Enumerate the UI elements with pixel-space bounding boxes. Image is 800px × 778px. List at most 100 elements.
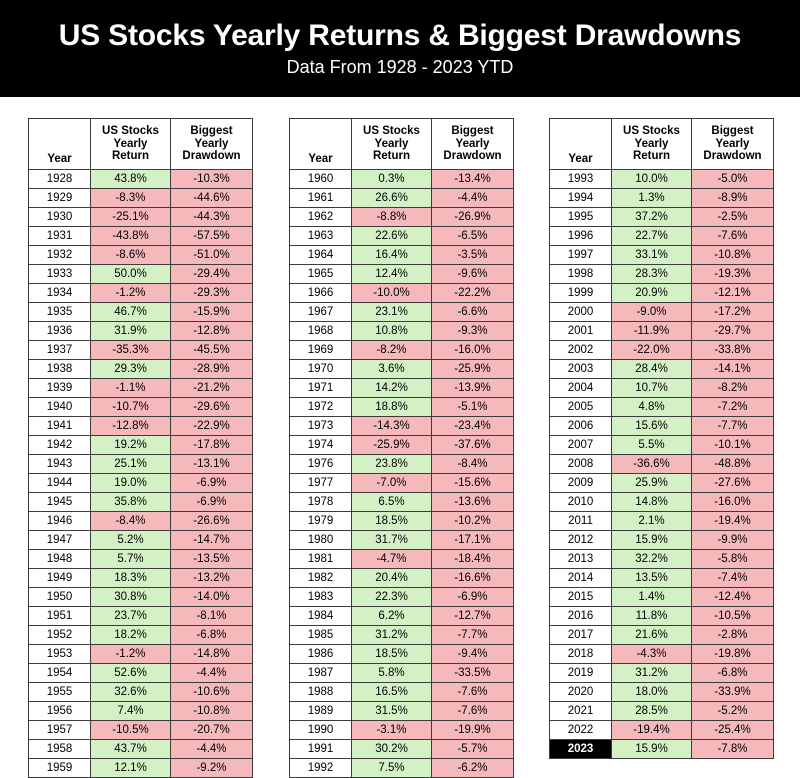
column-header-biggest-drawdown: Biggest Yearly Drawdown: [431, 118, 514, 170]
cell-year: 2004: [549, 378, 612, 398]
cell-biggest-drawdown: -29.3%: [170, 283, 253, 303]
cell-year: 1948: [28, 549, 91, 569]
cell-year: 2013: [549, 549, 612, 569]
cell-biggest-drawdown: -29.6%: [170, 397, 253, 417]
cell-biggest-drawdown: -19.8%: [691, 644, 774, 664]
table-header-row: Year US Stocks Yearly Return Biggest Yearly Dr…: [549, 118, 774, 170]
cell-biggest-drawdown: -13.5%: [170, 549, 253, 569]
cell-yearly-return: 13.5%: [611, 568, 692, 588]
cell-biggest-drawdown: -9.2%: [170, 758, 253, 778]
cell-biggest-drawdown: -5.0%: [691, 169, 774, 189]
cell-biggest-drawdown: -22.9%: [170, 416, 253, 436]
table-row: 1989 31.5% -7.6%: [289, 701, 514, 721]
cell-yearly-return: 22.6%: [351, 226, 432, 246]
cell-biggest-drawdown: -48.8%: [691, 454, 774, 474]
cell-biggest-drawdown: -7.6%: [691, 226, 774, 246]
table-row: 1958 43.7% -4.4%: [28, 739, 253, 759]
cell-year: 1990: [289, 720, 352, 740]
cell-biggest-drawdown: -6.6%: [431, 302, 514, 322]
cell-yearly-return: 31.5%: [351, 701, 432, 721]
cell-year: 1942: [28, 435, 91, 455]
column-header-biggest-drawdown: Biggest Yearly Drawdown: [170, 118, 253, 170]
cell-year: 1962: [289, 207, 352, 227]
cell-biggest-drawdown: -8.9%: [691, 188, 774, 208]
cell-yearly-return: 5.7%: [90, 549, 171, 569]
table-row: 1939 -1.1% -21.2%: [28, 378, 253, 398]
column-header-biggest-drawdown: Biggest Yearly Drawdown: [691, 118, 774, 170]
table-row: 1946 -8.4% -26.6%: [28, 511, 253, 531]
cell-yearly-return: 28.4%: [611, 359, 692, 379]
table-row: 1973 -14.3% -23.4%: [289, 416, 514, 436]
table-row: 2017 21.6% -2.8%: [549, 625, 774, 645]
column-header-year: Year: [28, 118, 91, 170]
table-row: 1976 23.8% -8.4%: [289, 454, 514, 474]
table-row: 1971 14.2% -13.9%: [289, 378, 514, 398]
cell-biggest-drawdown: -6.5%: [431, 226, 514, 246]
table-row: 1998 28.3% -19.3%: [549, 264, 774, 284]
cell-yearly-return: 28.3%: [611, 264, 692, 284]
cell-yearly-return: -25.9%: [351, 435, 432, 455]
cell-year: 1936: [28, 321, 91, 341]
table-row: 1990 -3.1% -19.9%: [289, 720, 514, 740]
cell-year: 1954: [28, 663, 91, 683]
cell-biggest-drawdown: -29.4%: [170, 264, 253, 284]
cell-biggest-drawdown: -19.3%: [691, 264, 774, 284]
table-row: 1993 10.0% -5.0%: [549, 169, 774, 189]
cell-biggest-drawdown: -12.7%: [431, 606, 514, 626]
cell-biggest-drawdown: -13.2%: [170, 568, 253, 588]
cell-biggest-drawdown: -8.2%: [691, 378, 774, 398]
column-header-yearly-return: US Stocks Yearly Return: [611, 118, 692, 170]
cell-biggest-drawdown: -6.8%: [691, 663, 774, 683]
cell-year: 1952: [28, 625, 91, 645]
cell-biggest-drawdown: -6.9%: [431, 587, 514, 607]
cell-yearly-return: 1.4%: [611, 587, 692, 607]
table-row: 1956 7.4% -10.8%: [28, 701, 253, 721]
cell-year: 2009: [549, 473, 612, 493]
table-row: 2006 15.6% -7.7%: [549, 416, 774, 436]
table-row: 2000 -9.0% -17.2%: [549, 302, 774, 322]
cell-year: 1969: [289, 340, 352, 360]
table-row: 1953 -1.2% -14.8%: [28, 644, 253, 664]
cell-biggest-drawdown: -37.6%: [431, 435, 514, 455]
cell-yearly-return: 15.9%: [611, 739, 692, 759]
table-row: 1968 10.8% -9.3%: [289, 321, 514, 341]
cell-yearly-return: 29.3%: [90, 359, 171, 379]
cell-year: 1982: [289, 568, 352, 588]
cell-year: 1991: [289, 739, 352, 759]
cell-biggest-drawdown: -23.4%: [431, 416, 514, 436]
cell-biggest-drawdown: -13.1%: [170, 454, 253, 474]
cell-year: 1992: [289, 758, 352, 778]
cell-yearly-return: 14.8%: [611, 492, 692, 512]
table-row: 2013 32.2% -5.8%: [549, 549, 774, 569]
cell-yearly-return: 30.8%: [90, 587, 171, 607]
cell-biggest-drawdown: -4.4%: [170, 739, 253, 759]
cell-year: 1979: [289, 511, 352, 531]
cell-year-highlighted: 2023: [549, 739, 612, 759]
cell-year: 1972: [289, 397, 352, 417]
cell-year: 1989: [289, 701, 352, 721]
table-row: 1964 16.4% -3.5%: [289, 245, 514, 265]
cell-biggest-drawdown: -9.9%: [691, 530, 774, 550]
cell-biggest-drawdown: -19.9%: [431, 720, 514, 740]
cell-biggest-drawdown: -10.1%: [691, 435, 774, 455]
table-row: 1942 19.2% -17.8%: [28, 435, 253, 455]
cell-year: 1980: [289, 530, 352, 550]
cell-biggest-drawdown: -15.6%: [431, 473, 514, 493]
table-row: 1931 -43.8% -57.5%: [28, 226, 253, 246]
cell-biggest-drawdown: -33.8%: [691, 340, 774, 360]
cell-year: 1951: [28, 606, 91, 626]
cell-biggest-drawdown: -44.6%: [170, 188, 253, 208]
table-row: 1999 20.9% -12.1%: [549, 283, 774, 303]
cell-biggest-drawdown: -14.7%: [170, 530, 253, 550]
cell-biggest-drawdown: -5.1%: [431, 397, 514, 417]
column-header-year: Year: [289, 118, 352, 170]
cell-year: 1997: [549, 245, 612, 265]
cell-year: 2012: [549, 530, 612, 550]
cell-year: 1967: [289, 302, 352, 322]
cell-yearly-return: 20.4%: [351, 568, 432, 588]
table-row: 2003 28.4% -14.1%: [549, 359, 774, 379]
cell-biggest-drawdown: -14.0%: [170, 587, 253, 607]
table-row: 1965 12.4% -9.6%: [289, 264, 514, 284]
returns-table-1-wrapper: Year US Stocks Yearly Return Biggest Yearly Dr…: [28, 118, 253, 778]
cell-year: 1961: [289, 188, 352, 208]
